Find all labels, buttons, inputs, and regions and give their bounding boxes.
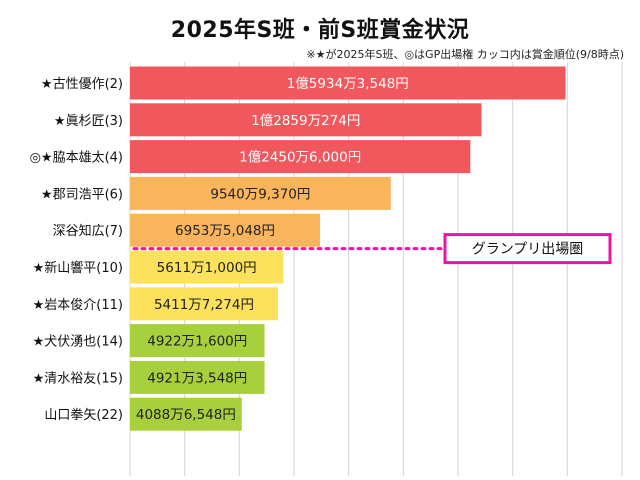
bar bbox=[130, 360, 265, 394]
bar bbox=[130, 287, 278, 321]
bar bbox=[130, 103, 482, 137]
bar-value-label: 5411万7,274円 bbox=[154, 297, 254, 313]
bar-value-label: 5611万1,000円 bbox=[157, 260, 257, 276]
bar-value-label: 9540万9,370円 bbox=[210, 186, 310, 202]
category-label: ★新山響平(10) bbox=[33, 260, 123, 276]
category-label: 深谷知広(7) bbox=[53, 223, 123, 239]
category-label: ◎★脇本雄太(4) bbox=[30, 151, 123, 166]
category-label: ★清水裕友(15) bbox=[33, 370, 123, 386]
bar bbox=[130, 324, 265, 358]
bar bbox=[130, 213, 321, 247]
bar bbox=[130, 397, 242, 431]
bar-value-label: 6953万5,048円 bbox=[175, 223, 275, 239]
category-label: ★岩本俊介(11) bbox=[33, 298, 123, 313]
category-label: 山口拳矢(22) bbox=[44, 407, 123, 423]
cutoff-label-box bbox=[443, 233, 612, 265]
category-label: ★犬伏湧也(14) bbox=[33, 334, 123, 350]
bar-value-label: 1億2450万6,000円 bbox=[239, 150, 361, 166]
chart-title: 2025年S班・前S班賞金状況 bbox=[170, 18, 470, 43]
bar-value-label: 4921万3,548円 bbox=[147, 370, 247, 386]
category-label: ★古性優作(2) bbox=[41, 77, 123, 92]
bar-value-label: 1億5934万3,548円 bbox=[287, 76, 409, 92]
chart-subtitle-note: ※★が2025年S班、◎はGP出場権 カッコ内は賞金順位(9/8時点) bbox=[306, 48, 624, 61]
bar bbox=[130, 66, 566, 100]
category-label: ★眞杉匠(3) bbox=[54, 114, 123, 129]
bar bbox=[130, 176, 391, 210]
cutoff-label: グランプリ出場圏 bbox=[472, 242, 584, 258]
bar bbox=[130, 250, 284, 284]
bar-value-label: 4922万1,600円 bbox=[147, 334, 247, 350]
bar-value-label: 1億2859万274円 bbox=[251, 113, 360, 129]
bar bbox=[130, 140, 471, 174]
category-label: ★郡司浩平(6) bbox=[41, 187, 123, 202]
bar-value-label: 4088万6,548円 bbox=[136, 407, 236, 423]
